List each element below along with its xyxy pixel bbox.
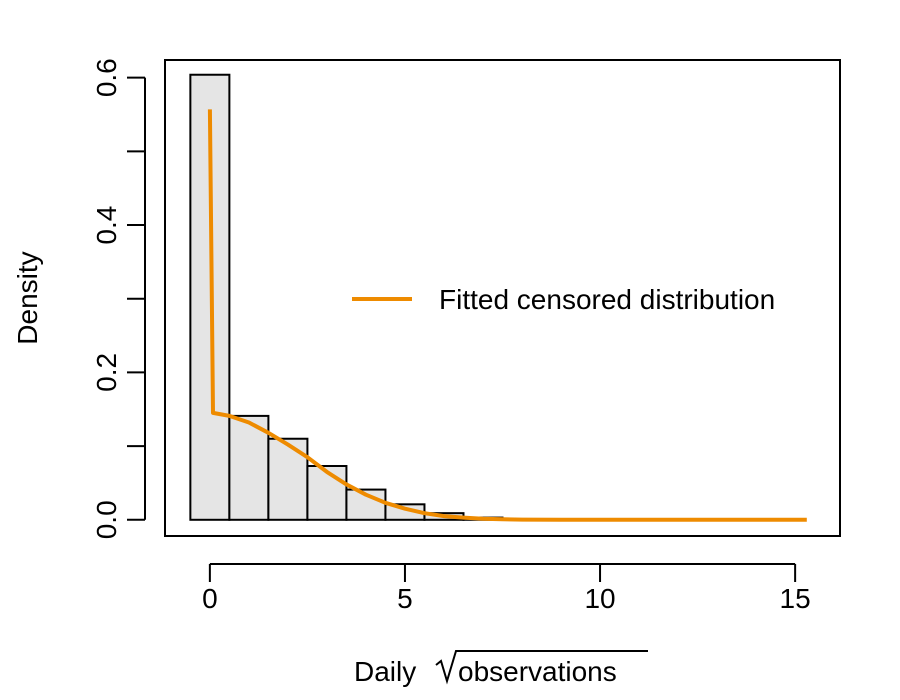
x-axis-title-prefix: Daily <box>354 656 416 687</box>
sqrt-radical-sign <box>435 650 648 685</box>
x-tick-label: 10 <box>584 583 615 614</box>
histogram-bar <box>267 437 309 521</box>
y-tick-label: 0.6 <box>91 58 122 97</box>
plot-frame <box>164 59 841 537</box>
y-axis: 0.0 0.2 0.4 0.6 <box>91 58 146 539</box>
y-tick-label: 0.4 <box>91 206 122 245</box>
x-axis-title: Daily observations <box>354 650 648 687</box>
histogram-bar <box>345 488 387 521</box>
x-tick-label: 5 <box>397 583 413 614</box>
y-tick-label: 0.0 <box>91 500 122 539</box>
histogram-bar <box>228 414 270 521</box>
y-tick-label: 0.2 <box>91 353 122 392</box>
x-axis: 0 5 10 15 <box>202 563 811 614</box>
x-axis-title-sqrt-term: observations <box>458 656 617 687</box>
fitted-curve-layer <box>207 109 807 522</box>
x-tick-label: 15 <box>780 583 811 614</box>
x-tick-label: 0 <box>202 583 218 614</box>
legend-label: Fitted censored distribution <box>439 284 775 315</box>
y-axis-title: Density <box>12 251 43 344</box>
legend: Fitted censored distribution <box>352 284 775 315</box>
fitted-curve-line <box>207 109 807 522</box>
